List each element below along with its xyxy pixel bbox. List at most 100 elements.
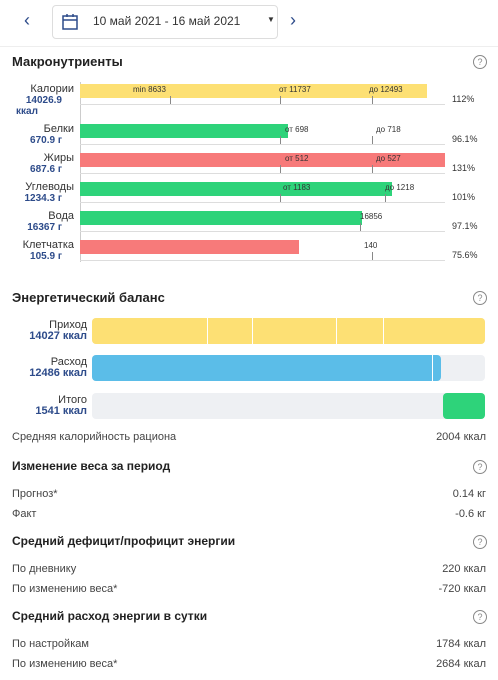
target-marker: min 8633 — [133, 85, 166, 94]
marker-tick — [385, 194, 386, 202]
row-baseline — [80, 173, 445, 174]
nutrient-name: Вода — [48, 210, 74, 222]
target-marker: до 12493 — [369, 85, 403, 94]
target-marker: от 1183 — [283, 183, 311, 192]
nutrient-amount: 14026.9 — [25, 95, 62, 106]
target-marker: от 512 — [285, 154, 309, 163]
section-title: Изменение веса за период — [12, 459, 171, 473]
marker-tick — [372, 136, 373, 144]
percent: 131% — [452, 163, 476, 173]
section-title: Энергетический баланс — [12, 290, 165, 305]
marker-tick — [280, 96, 281, 104]
nutrient-amount: 16367 г — [27, 222, 62, 233]
stat-label: По изменению веса* — [12, 583, 118, 595]
help-icon[interactable]: ? — [473, 610, 487, 624]
energy-amount: 14027 ккал — [29, 330, 87, 342]
energy-name: Приход — [49, 319, 87, 331]
percent: 96.1% — [452, 134, 478, 144]
percent: 97.1% — [452, 221, 478, 231]
target-marker: от 698 — [285, 125, 309, 134]
average-value: 2004 ккал — [436, 431, 486, 443]
date-range: 10 май 2021 - 16 май 2021 — [93, 14, 241, 28]
marker-tick — [170, 96, 171, 104]
section-title: Макронутриенты — [12, 54, 123, 69]
nutrient-bar — [80, 124, 288, 138]
stat-value: 220 ккал — [442, 563, 486, 575]
target-marker: от 11737 — [279, 85, 311, 94]
nutrient-bar — [80, 240, 299, 254]
axis-line — [80, 82, 81, 262]
nutrient-amount: 1234.3 г — [24, 193, 62, 204]
bar-divider — [336, 318, 337, 344]
marker-tick — [372, 252, 373, 260]
nutrient-name: Углеводы — [25, 181, 74, 193]
stat-value: 2684 ккал — [436, 658, 486, 670]
bar-divider — [252, 318, 253, 344]
row-baseline — [80, 202, 445, 203]
help-icon[interactable]: ? — [473, 291, 487, 305]
marker-tick — [372, 96, 373, 104]
nutrient-bar — [80, 153, 445, 167]
average-label: Средняя калорийность рациона — [12, 431, 177, 443]
stat-label: Прогноз* — [12, 488, 58, 500]
nutrient-amount: 687.6 г — [30, 164, 62, 175]
energy-amount: 1541 ккал — [35, 405, 87, 417]
percent: 112% — [452, 94, 475, 104]
stat-label: По изменению веса* — [12, 658, 118, 670]
energy-amount: 12486 ккал — [29, 367, 87, 379]
marker-tick — [372, 165, 373, 173]
stat-value: 0.14 кг — [452, 488, 486, 500]
bar-divider — [207, 318, 208, 344]
nutrient-name: Калории — [30, 83, 74, 95]
dropdown-caret: ▼ — [267, 15, 275, 24]
target-marker: до 527 — [376, 154, 401, 163]
nutrient-name: Жиры — [43, 152, 74, 164]
nutrient-unit: ккал — [16, 106, 38, 117]
target-marker: до 718 — [376, 125, 401, 134]
percent: 75.6% — [452, 250, 478, 260]
stat-label: Факт — [12, 508, 37, 520]
target-marker: 16856 — [360, 212, 383, 221]
nutrient-bar — [80, 182, 392, 196]
percent: 101% — [452, 192, 476, 202]
nutrient-bar — [80, 84, 427, 98]
marker-tick — [280, 194, 281, 202]
energy-name: Расход — [50, 356, 87, 368]
bar-divider — [432, 355, 433, 381]
divider — [0, 46, 498, 47]
date-picker[interactable]: 10 май 2021 - 16 май 2021 ▼ — [52, 5, 278, 39]
energy-name: Итого — [58, 394, 87, 406]
target-marker: 140 — [364, 241, 378, 250]
stat-label: По настройкам — [12, 638, 89, 650]
section-title: Средний дефицит/профицит энергии — [12, 534, 236, 548]
marker-tick — [360, 223, 361, 231]
energy-track — [92, 393, 485, 419]
energy-bar — [92, 318, 485, 344]
stat-value: -720 ккал — [438, 583, 486, 595]
section-title: Средний расход энергии в сутки — [12, 609, 208, 623]
marker-tick — [280, 165, 281, 173]
row-baseline — [80, 144, 445, 145]
target-marker: до 1218 — [385, 183, 415, 192]
help-icon[interactable]: ? — [473, 535, 487, 549]
next-arrow[interactable]: › — [290, 10, 296, 30]
stat-label: По дневнику — [12, 563, 77, 575]
help-icon[interactable]: ? — [473, 460, 487, 474]
nutrient-name: Клетчатка — [22, 239, 74, 251]
stat-value: -0.6 кг — [455, 508, 486, 520]
energy-bar — [92, 355, 441, 381]
nutrient-amount: 105.9 г — [30, 251, 62, 262]
stat-value: 1784 ккал — [436, 638, 486, 650]
row-baseline — [80, 231, 445, 232]
row-baseline — [80, 260, 445, 261]
help-icon[interactable]: ? — [473, 55, 487, 69]
nutrient-name: Белки — [43, 123, 74, 135]
energy-bar — [443, 393, 485, 419]
nutrient-amount: 670.9 г — [30, 135, 62, 146]
row-baseline — [80, 104, 445, 105]
nutrient-bar — [80, 211, 362, 225]
bar-divider — [383, 318, 384, 344]
prev-arrow[interactable]: ‹ — [24, 10, 30, 30]
calendar-icon — [62, 14, 78, 30]
